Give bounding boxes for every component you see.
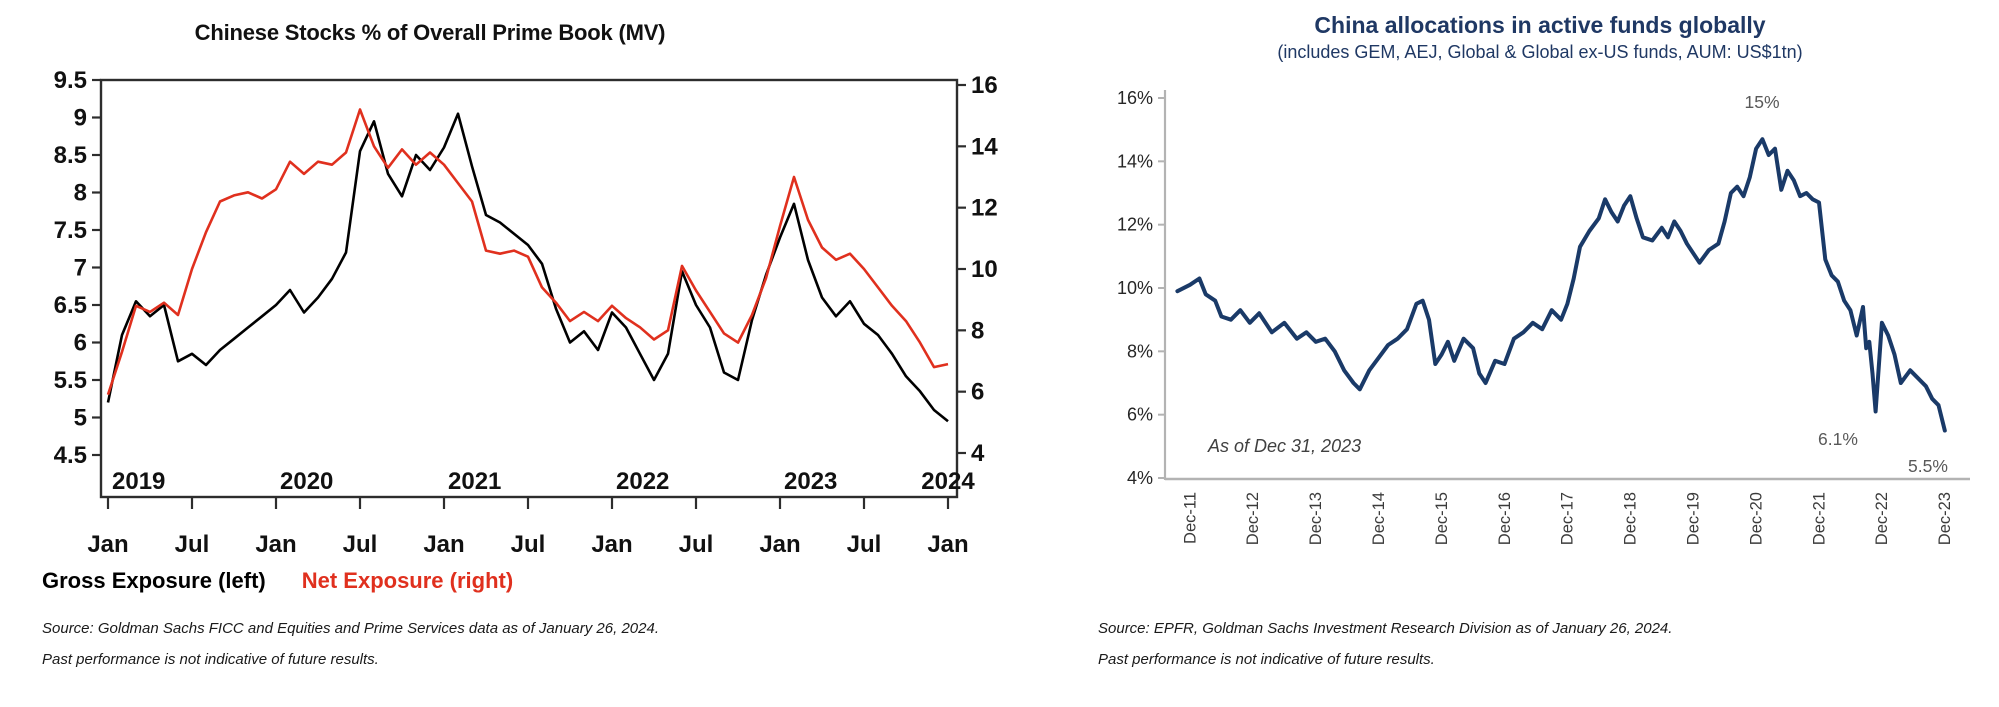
annotation-trough-6-1pct: 6.1% xyxy=(1818,429,1858,449)
right-axis-tick-label: 16 xyxy=(971,72,998,99)
right-axis-tick-label: 8 xyxy=(971,317,984,344)
y-axis-tick-label: 14% xyxy=(1117,151,1153,171)
year-label: 2024 xyxy=(921,468,975,495)
left-chart-legend: Gross Exposure (left) Net Exposure (righ… xyxy=(42,568,513,594)
x-axis-tick-label: Jan xyxy=(759,531,800,558)
year-label: 2020 xyxy=(280,468,333,495)
china-allocation-line xyxy=(1175,137,1947,433)
left-plot-border xyxy=(99,78,959,499)
legend-gross-exposure: Gross Exposure (left) xyxy=(42,568,266,593)
annotation-peak-15pct: 15% xyxy=(1744,92,1780,112)
x-axis-tick-label: Dec-17 xyxy=(1559,492,1577,545)
prime-book-chart: 9.5 9 8.5 8 7.5 7 6.5 6 5.5 5 4.5 16 14 12 10 8 6 4 Jan Jul… xyxy=(54,67,999,558)
x-axis-tick-label: Dec-21 xyxy=(1810,492,1828,545)
x-axis-tick-label: Dec-23 xyxy=(1936,492,1954,545)
right-axis-tick-label: 14 xyxy=(971,133,998,160)
net-exposure-line xyxy=(106,108,949,396)
x-axis-tick-label: Dec-13 xyxy=(1307,492,1325,545)
right-axis-tick-label: 12 xyxy=(971,195,998,222)
x-axis-tick-label: Dec-11 xyxy=(1181,492,1199,544)
x-axis-tick-label: Jul xyxy=(343,531,378,558)
x-axis-tick-label: Jan xyxy=(927,531,968,558)
right-source-text: Source: EPFR, Goldman Sachs Investment R… xyxy=(1098,620,1673,637)
x-axis-tick-label: Dec-14 xyxy=(1370,492,1388,545)
left-disclaimer-text: Past performance is not indicative of fu… xyxy=(42,651,379,668)
left-chart-title: Chinese Stocks % of Overall Prime Book (… xyxy=(194,20,666,45)
left-axis-tick-label: 9.5 xyxy=(54,67,87,94)
right-chart-panel: China allocations in active funds global… xyxy=(1040,0,1999,707)
right-axis-tick-label: 4 xyxy=(971,440,985,467)
annotation-final-5-5pct: 5.5% xyxy=(1908,456,1948,476)
year-label: 2023 xyxy=(784,468,837,495)
right-axis-tick-label: 10 xyxy=(971,256,998,283)
gross-exposure-line xyxy=(106,112,949,423)
right-disclaimer-text: Past performance is not indicative of fu… xyxy=(1098,651,1435,668)
x-axis-tick-label: Dec-20 xyxy=(1747,492,1765,545)
y-axis-tick-label: 6% xyxy=(1127,405,1153,425)
left-axis-tick-label: 5.5 xyxy=(54,367,87,394)
left-axis-tick-label: 8 xyxy=(74,180,87,207)
x-axis-tick-label: Dec-22 xyxy=(1873,492,1891,545)
left-axis-tick-label: 6 xyxy=(74,330,87,357)
left-axis-tick-label: 8.5 xyxy=(54,142,87,169)
right-chart-title: China allocations in active funds global… xyxy=(1314,12,1766,38)
left-axis-tick-label: 6.5 xyxy=(54,292,87,319)
annotation-as-of-date: As of Dec 31, 2023 xyxy=(1208,436,1362,456)
x-axis-tick-label: Dec-12 xyxy=(1244,492,1262,545)
x-axis-tick-label: Jul xyxy=(175,531,210,558)
y-axis-tick-label: 10% xyxy=(1117,278,1153,298)
left-axis-tick-label: 4.5 xyxy=(54,442,87,469)
y-axis-tick-label: 4% xyxy=(1127,468,1153,488)
x-axis-tick-label: Jan xyxy=(591,531,632,558)
x-axis-tick-label: Jan xyxy=(255,531,296,558)
left-axis-tick-label: 7 xyxy=(74,255,87,282)
x-axis-tick-label: Dec-16 xyxy=(1496,492,1514,545)
x-axis-tick-label: Jan xyxy=(423,531,464,558)
left-source-text: Source: Goldman Sachs FICC and Equities … xyxy=(42,620,659,637)
y-axis-tick-label: 16% xyxy=(1117,88,1153,108)
legend-net-exposure: Net Exposure (right) xyxy=(301,568,514,593)
left-chart-panel: Chinese Stocks % of Overall Prime Book (… xyxy=(42,20,999,668)
x-axis-tick-label: Dec-18 xyxy=(1622,492,1640,545)
x-axis-tick-label: Dec-15 xyxy=(1433,492,1451,545)
x-axis-tick-label: Dec-19 xyxy=(1684,492,1702,545)
right-axis-tick-label: 6 xyxy=(971,379,984,406)
year-label: 2019 xyxy=(112,468,165,495)
left-axis-tick-label: 5 xyxy=(74,405,87,432)
year-label: 2022 xyxy=(616,468,669,495)
left-axis-tick-label: 7.5 xyxy=(54,217,87,244)
x-axis-tick-label: Jul xyxy=(511,531,546,558)
right-chart-subtitle: (includes GEM, AEJ, Global & Global ex-U… xyxy=(1277,42,1803,62)
y-axis-tick-label: 12% xyxy=(1117,215,1153,235)
china-allocation-chart: 16% 14% 12% 10% 8% 6% 4% Dec-11 Dec-12 Dec-13 Dec-… xyxy=(1117,88,1970,545)
x-axis-tick-label: Jul xyxy=(847,531,882,558)
x-axis-tick-label: Jan xyxy=(87,531,128,558)
year-label: 2021 xyxy=(448,468,501,495)
x-axis-tick-label: Jul xyxy=(679,531,714,558)
y-axis-tick-label: 8% xyxy=(1127,341,1153,361)
left-axis-tick-label: 9 xyxy=(74,105,87,132)
